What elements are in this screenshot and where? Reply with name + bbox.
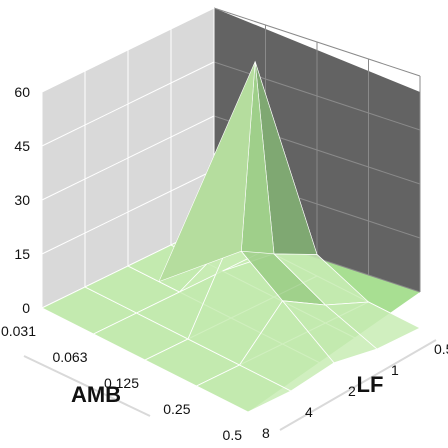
z-tick-label: 30	[14, 192, 30, 208]
y-axis-guide	[23, 355, 151, 417]
y-axis-title: AMB	[71, 382, 121, 407]
y-tick-label: 0.25	[163, 401, 190, 417]
z-tick-label: 0	[22, 300, 30, 316]
x-tick-label: 0.5	[434, 341, 448, 357]
z-tick-label: 45	[14, 138, 30, 154]
y-tick-label: 0.125	[104, 375, 139, 391]
x-tick-label: 4	[305, 404, 313, 420]
y-tick-label: 0.063	[52, 349, 87, 365]
z-tick-label: 15	[14, 246, 30, 262]
y-tick-label: 0.5	[223, 427, 243, 443]
x-tick-label: 1	[391, 362, 399, 378]
y-tick-label: 0.031	[1, 323, 36, 339]
x-axis-title: LF	[357, 372, 384, 397]
x-tick-label: 2	[348, 383, 356, 399]
surface-peak-face	[158, 61, 256, 283]
surface-face	[324, 301, 421, 350]
x-axis-guide	[279, 339, 437, 431]
axis-labels: 0 15 30 45 60 0.031 0.063 0.125 0.25 0.5 0.5 1 2 4 8 AM…	[1, 84, 448, 443]
surface-mesh	[41, 60, 421, 413]
x-tick-label: 8	[262, 425, 270, 441]
z-tick-label: 60	[14, 84, 30, 100]
